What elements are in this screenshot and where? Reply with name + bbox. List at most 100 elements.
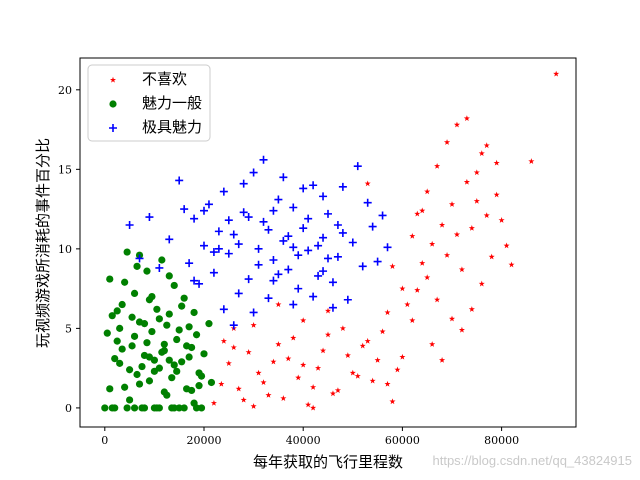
legend-marker-circle bbox=[109, 100, 117, 108]
data-point-average bbox=[135, 380, 144, 388]
data-point-dislike bbox=[265, 391, 272, 398]
data-point-dislike bbox=[320, 347, 327, 354]
data-point-charming bbox=[224, 249, 233, 258]
data-point-charming bbox=[264, 225, 273, 234]
data-point-average bbox=[108, 312, 116, 320]
data-point-average bbox=[150, 367, 158, 375]
data-point-dislike bbox=[498, 217, 505, 223]
data-point-charming bbox=[284, 265, 293, 274]
data-point-dislike bbox=[414, 287, 421, 293]
data-point-charming bbox=[259, 217, 268, 226]
legend-marker-plus bbox=[109, 124, 117, 132]
data-point-charming bbox=[328, 278, 337, 287]
data-point-charming bbox=[383, 243, 392, 252]
data-point-average bbox=[130, 404, 139, 412]
data-point-dislike bbox=[473, 197, 480, 204]
data-point-dislike bbox=[429, 341, 436, 347]
data-point-charming bbox=[125, 221, 134, 230]
data-point-average bbox=[180, 294, 188, 302]
data-point-dislike bbox=[364, 337, 371, 344]
data-point-charming bbox=[279, 173, 288, 182]
legend-box bbox=[87, 64, 211, 142]
data-point-charming bbox=[309, 181, 318, 190]
data-point-dislike bbox=[488, 253, 495, 260]
data-point-dislike bbox=[439, 221, 446, 228]
data-point-dislike bbox=[434, 296, 441, 303]
data-point-dislike bbox=[275, 341, 282, 347]
data-point-charming bbox=[289, 203, 298, 212]
data-point-average bbox=[143, 339, 151, 347]
data-point-average bbox=[143, 267, 151, 275]
data-point-average bbox=[106, 275, 114, 283]
data-point-dislike bbox=[324, 331, 332, 338]
data-point-average bbox=[148, 327, 156, 336]
data-point-dislike bbox=[329, 390, 336, 397]
data-point-dislike bbox=[453, 231, 460, 238]
data-point-dislike bbox=[235, 385, 242, 392]
data-point-dislike bbox=[453, 121, 460, 128]
data-point-average bbox=[123, 248, 131, 256]
data-point-average bbox=[188, 386, 196, 395]
data-point-average bbox=[148, 292, 156, 301]
data-point-average bbox=[108, 404, 116, 412]
data-point-average bbox=[101, 404, 109, 412]
data-point-dislike bbox=[210, 399, 217, 406]
data-point-charming bbox=[254, 260, 263, 269]
legend-label-dislike: 不喜欢 bbox=[142, 70, 187, 88]
data-point-dislike bbox=[448, 201, 456, 207]
data-point-dislike bbox=[275, 301, 282, 308]
data-point-dislike bbox=[364, 180, 371, 187]
data-point-charming bbox=[343, 295, 352, 304]
legend-marker-star bbox=[109, 76, 117, 83]
data-point-dislike bbox=[394, 366, 401, 373]
x-tick-label: 0 bbox=[101, 434, 108, 447]
data-point-charming bbox=[294, 251, 303, 260]
data-point-dislike bbox=[225, 360, 232, 366]
data-point-charming bbox=[185, 259, 194, 268]
data-point-average bbox=[153, 305, 161, 313]
data-point-average bbox=[180, 404, 188, 412]
data-point-charming bbox=[249, 168, 258, 177]
data-point-dislike bbox=[220, 337, 227, 344]
data-point-charming bbox=[328, 303, 337, 312]
data-point-dislike bbox=[384, 309, 391, 316]
data-point-average bbox=[185, 323, 193, 331]
data-point-dislike bbox=[359, 342, 366, 349]
data-point-average bbox=[145, 353, 154, 361]
y-tick-label: 10 bbox=[58, 243, 72, 256]
data-point-average bbox=[158, 256, 166, 264]
data-point-average bbox=[113, 337, 121, 345]
data-point-average bbox=[118, 300, 126, 309]
data-point-average bbox=[165, 356, 173, 364]
data-point-average bbox=[175, 404, 183, 412]
data-point-average bbox=[140, 320, 149, 328]
x-tick-label: 80000 bbox=[484, 434, 519, 447]
y-tick-label: 5 bbox=[65, 322, 72, 335]
data-point-dislike bbox=[434, 162, 441, 169]
data-point-dislike bbox=[389, 263, 396, 269]
data-point-dislike bbox=[468, 224, 475, 231]
data-point-charming bbox=[209, 268, 218, 277]
data-point-charming bbox=[368, 222, 377, 231]
x-tick-label: 20000 bbox=[187, 434, 222, 447]
data-point-charming bbox=[204, 200, 213, 209]
data-point-charming bbox=[239, 179, 248, 188]
data-point-charming bbox=[254, 244, 263, 253]
data-point-average bbox=[200, 350, 208, 358]
legend-label-charming: 极具魅力 bbox=[142, 118, 202, 136]
data-point-average bbox=[128, 313, 136, 321]
data-point-charming bbox=[269, 255, 278, 264]
legend-item-average: 魅力一般 bbox=[109, 94, 202, 112]
data-point-average bbox=[197, 372, 206, 380]
data-point-charming bbox=[319, 192, 328, 201]
points-layer bbox=[101, 70, 560, 412]
data-point-average bbox=[207, 378, 216, 387]
data-point-charming bbox=[224, 216, 233, 225]
data-point-dislike bbox=[429, 240, 436, 247]
x-axis-ticks: 0 20000 40000 60000 80000 bbox=[101, 427, 519, 447]
data-point-average bbox=[138, 362, 146, 371]
data-point-dislike bbox=[399, 285, 406, 292]
legend-marker-star bbox=[109, 76, 117, 83]
data-point-average bbox=[195, 382, 203, 390]
